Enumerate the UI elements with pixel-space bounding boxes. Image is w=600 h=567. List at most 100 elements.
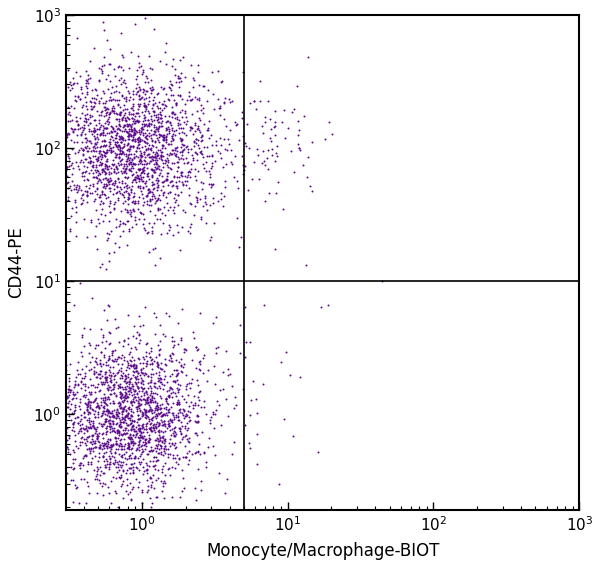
Point [99,398,109,407]
Point [126,460,136,469]
Point [133,143,142,152]
Point [119,336,128,345]
Point [134,331,143,340]
Point [221,394,231,403]
Point [154,420,164,429]
Point [90,166,100,175]
Point [169,181,178,190]
Point [95,452,104,462]
Point [218,162,228,171]
Point [136,94,146,103]
Point [83,467,92,476]
Point [137,164,147,174]
Point [151,419,160,428]
Point [66,160,76,169]
Point [170,130,180,139]
Point [82,191,92,200]
Point [119,352,129,361]
Point [94,111,104,120]
Point [152,493,162,502]
Point [152,155,161,164]
Point [121,410,130,419]
Point [133,65,142,74]
Point [125,92,134,101]
Point [121,186,131,195]
Point [146,390,155,399]
Point [173,368,183,377]
Point [160,332,170,341]
Point [128,87,137,96]
Point [138,455,148,464]
Point [101,438,111,447]
Point [122,92,131,101]
Point [101,374,111,383]
Point [101,375,111,384]
Point [100,469,109,478]
Point [150,156,160,165]
Point [105,108,115,117]
Point [116,390,125,399]
Point [119,417,128,426]
Point [171,125,181,134]
Point [82,426,92,435]
Point [107,105,116,115]
Point [86,424,96,433]
Point [97,260,107,269]
Point [88,443,98,452]
Point [138,200,148,209]
Point [168,408,178,417]
Point [72,187,82,196]
Point [122,141,132,150]
Point [83,70,92,79]
Point [142,356,152,365]
Point [153,205,163,214]
Point [112,436,121,445]
Point [114,243,124,252]
Point [112,115,121,124]
Point [66,400,76,409]
Point [104,406,113,415]
Point [85,423,95,432]
Point [96,155,106,164]
Point [90,387,100,396]
Point [152,399,162,408]
Point [169,454,178,463]
Point [187,151,197,160]
Point [174,128,184,137]
Point [94,438,104,447]
Point [85,397,95,406]
Point [101,109,110,118]
Point [184,424,193,433]
Point [94,75,103,84]
Point [104,415,113,424]
Point [188,156,198,165]
Point [146,120,155,129]
Point [120,116,130,125]
Point [134,458,143,467]
Point [166,90,176,99]
Point [135,370,145,379]
Point [173,201,183,210]
Point [111,391,121,400]
Point [127,122,136,131]
Point [62,172,72,181]
Point [101,140,111,149]
Point [111,153,121,162]
Point [139,168,149,177]
Point [89,94,98,103]
Point [114,426,124,435]
Point [137,135,146,144]
Point [86,390,96,399]
Point [125,464,135,473]
Point [96,378,106,387]
Point [193,123,202,132]
Point [178,363,188,372]
Point [255,97,265,106]
Point [320,135,330,144]
Point [77,138,87,147]
Point [152,411,162,420]
Point [93,341,103,350]
Point [83,188,92,197]
Point [68,80,78,89]
Point [79,121,89,130]
